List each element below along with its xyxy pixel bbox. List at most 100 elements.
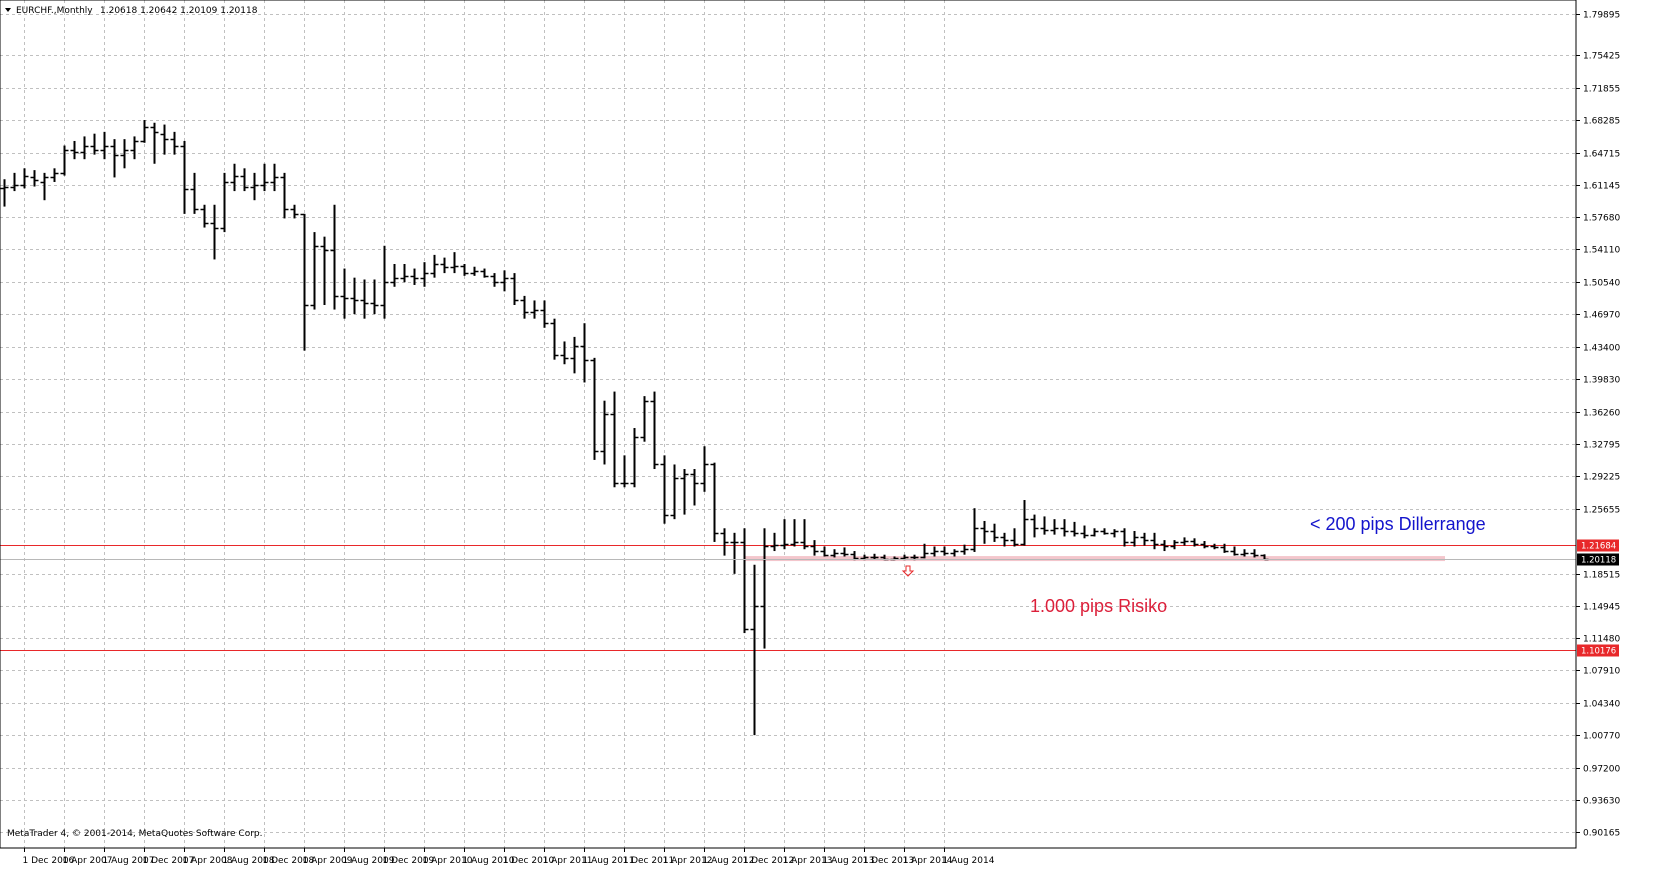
- ohlc-bar: [720, 528, 729, 556]
- y-tick-label: 1.46970: [1583, 311, 1620, 321]
- ohlc-bar: [1040, 516, 1049, 535]
- ohlc-bar: [120, 139, 129, 169]
- ohlc-bar: [210, 204, 219, 260]
- ohlc-bar: [1160, 540, 1169, 552]
- x-tick-label: 1 Apr 2014: [903, 856, 953, 866]
- ohlc-bar: [760, 528, 769, 649]
- ohlc-bars: [0, 120, 1269, 736]
- ohlc-bar: [110, 139, 119, 178]
- y-tick-label: 1.64715: [1583, 150, 1620, 160]
- ohlc-bar: [1000, 532, 1009, 547]
- ohlc-bar: [280, 172, 289, 219]
- ohlc-bar: [1200, 541, 1209, 549]
- x-tick-label: 1 Dec 2011: [623, 856, 675, 866]
- ohlc-bar: [480, 268, 489, 278]
- y-axis: 1.79895 1.75425 1.71855 1.68285 1.64715 1.611…: [1576, 11, 1620, 839]
- ohlc-bar: [400, 263, 409, 283]
- ohlc-bar: [80, 136, 89, 160]
- x-tick-label: 1 Aug 2008: [223, 856, 275, 866]
- x-tick-label: 1 Dec 2009: [383, 856, 435, 866]
- ohlc-bar: [1010, 528, 1019, 547]
- y-tick-label: 1.29225: [1583, 473, 1620, 483]
- x-tick-label: 1 Aug 2012: [703, 856, 755, 866]
- ohlc-bar: [390, 263, 399, 287]
- ohlc-bar: [810, 540, 819, 556]
- ohlc-bar: [840, 547, 849, 557]
- chart-header: EURCHF.,Monthly 1.20618 1.20642 1.20109 …: [5, 6, 258, 16]
- ohlc-bar: [690, 469, 699, 506]
- ohlc-bar: [1080, 525, 1089, 539]
- ohlc-bar: [1220, 543, 1229, 553]
- y-tick-label: 0.90165: [1583, 829, 1620, 839]
- ohlc-bar: [920, 543, 929, 559]
- ohlc-bar: [960, 544, 969, 555]
- ohlc-bar: [240, 168, 249, 192]
- ohlc-bar: [1070, 521, 1079, 537]
- ohlc-bar: [460, 263, 469, 276]
- x-tick-label: 1 Apr 2011: [543, 856, 593, 866]
- ohlc-bar: [970, 508, 979, 552]
- x-tick-label: 1 Aug 2014: [943, 856, 995, 866]
- ohlc-bar: [1050, 519, 1059, 535]
- ohlc-bar: [360, 279, 369, 319]
- ohlc-bar: [440, 257, 449, 274]
- level-badge: [1577, 644, 1619, 657]
- ohlc-bar: [140, 120, 149, 143]
- down-arrow-icon: [901, 565, 915, 577]
- ohlc-bar: [930, 546, 939, 557]
- y-tick-label: 1.54110: [1583, 246, 1620, 256]
- ohlc-bar: [420, 262, 429, 287]
- x-tick-label: 1 Aug 2013: [823, 856, 875, 866]
- current-price-label: 1.20118: [1581, 556, 1616, 566]
- y-tick-label: 1.14945: [1583, 603, 1620, 613]
- y-tick-label: 1.11480: [1583, 635, 1620, 645]
- ohlc-bar: [310, 232, 319, 310]
- level-badge-label: 1.21684: [1581, 542, 1616, 552]
- ohlc-bar: [340, 268, 349, 319]
- y-tick-label: 1.07910: [1583, 667, 1620, 677]
- y-tick-label: 0.97200: [1583, 765, 1620, 775]
- chevron-down-icon[interactable]: [5, 8, 11, 12]
- ohlc-bar: [1210, 543, 1219, 550]
- ohlc-bar: [350, 277, 359, 315]
- ohlc-bar: [590, 357, 599, 460]
- y-tick-label: 1.79895: [1583, 11, 1620, 21]
- ohlc-bar: [430, 254, 439, 278]
- ohlc-bar: [990, 523, 999, 542]
- ohlc-bar: [1140, 532, 1149, 546]
- annotation-dillerrange: < 200 pips Dillerrange: [1310, 514, 1486, 534]
- ohlc-bar: [800, 519, 809, 550]
- ohlc-bar: [650, 391, 659, 470]
- x-tick-label: 1 Aug 2007: [103, 856, 155, 866]
- level-badge-label: 1.10176: [1581, 647, 1616, 657]
- ohlc-bar: [500, 270, 509, 292]
- annotation-risiko: 1.000 pips Risiko: [1030, 596, 1167, 616]
- ohlc-bar: [290, 204, 299, 219]
- ohlc-bar: [750, 564, 759, 736]
- y-tick-label: 1.68285: [1583, 117, 1620, 127]
- ohlc-bar: [490, 273, 499, 287]
- ohlc-bar: [1150, 532, 1159, 550]
- ohlc-bar: [160, 124, 169, 155]
- ohlc-bar: [670, 464, 679, 520]
- ohlc-bar: [1130, 531, 1139, 547]
- y-tick-label: 1.04340: [1583, 700, 1620, 710]
- ohlc-bar: [250, 172, 259, 201]
- ohlc-bar: [550, 318, 559, 360]
- ohlc-bar: [1030, 514, 1039, 538]
- ohlc-bar: [1020, 500, 1029, 546]
- ohlc-bar: [530, 300, 539, 319]
- ohlc-bar: [40, 172, 49, 201]
- y-tick-label: 1.36260: [1583, 409, 1620, 419]
- ohlc-bar: [870, 553, 879, 560]
- ohlc-bar: [1100, 528, 1109, 535]
- grid: [0, 0, 1576, 848]
- x-tick-label: 1 Apr 2013: [783, 856, 833, 866]
- ohlc-bar: [780, 519, 789, 550]
- ohlc-bar: [330, 204, 339, 310]
- ohlc-bar: [730, 532, 739, 574]
- ohlc-bar: [70, 140, 79, 160]
- ohlc-bar: [260, 163, 269, 192]
